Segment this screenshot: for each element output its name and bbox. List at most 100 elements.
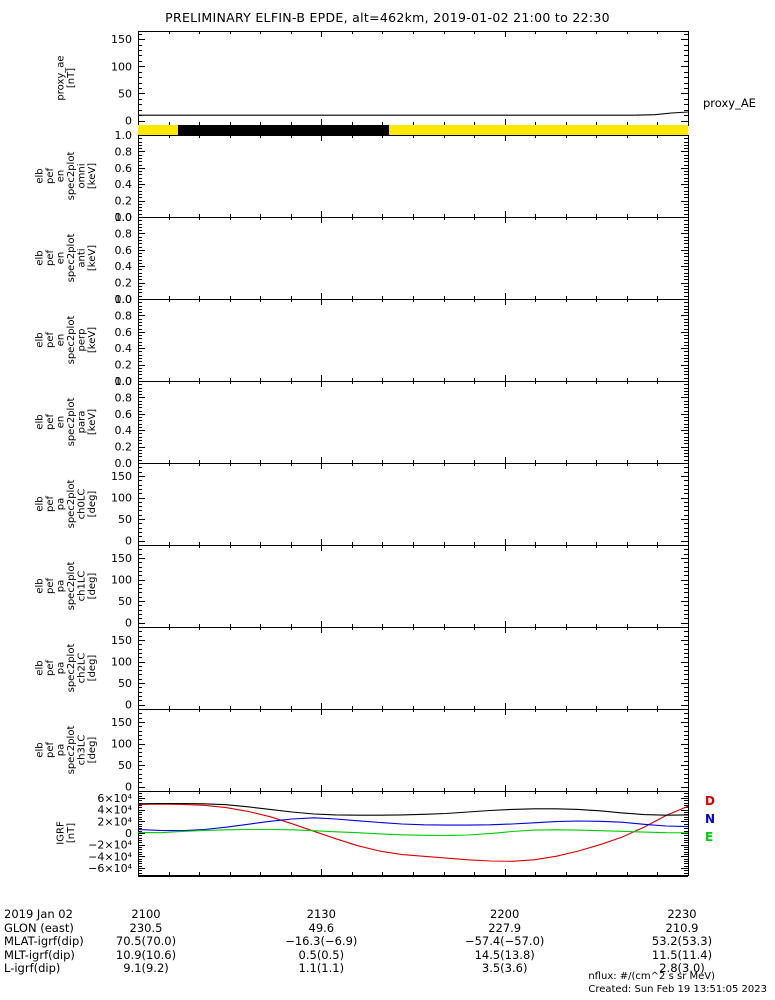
panel-pa-ch0lc: 0 50 100 150 elb pef pa spec2plot ch0LC [deg] bbox=[35, 463, 689, 548]
y-axis-label-line: [keV] bbox=[87, 163, 98, 189]
y-tick-label: 0 bbox=[125, 781, 132, 794]
ephemeris-value: 11.5(11.4) bbox=[651, 947, 713, 962]
ephemeris-value: 227.9 bbox=[488, 920, 522, 935]
ephemeris-value: 70.5(70.0) bbox=[115, 934, 177, 949]
ephemeris-row-label: GLON (east) bbox=[4, 920, 74, 935]
ephemeris-value: 9.1(9.2) bbox=[123, 961, 169, 976]
y-tick-label: 2×10⁴ bbox=[97, 815, 132, 828]
y-axis-label-line: omni bbox=[77, 164, 88, 189]
y-axis-label-line: pef bbox=[45, 496, 56, 513]
panel-pa-ch1lc: 0 50 100 150 elb pef pa spec2plot ch1LC [deg] bbox=[35, 545, 689, 630]
series-proxy_AE bbox=[138, 111, 689, 116]
y-axis-label-line: [deg] bbox=[87, 655, 98, 682]
y-axis-label-line: [keV] bbox=[87, 327, 98, 353]
y-axis-label-line: elb bbox=[35, 168, 46, 183]
y-tick-label: 150 bbox=[111, 552, 132, 565]
panel-frame bbox=[138, 709, 689, 792]
page-title: PRELIMINARY ELFIN-B EPDE, alt=462km, 201… bbox=[165, 10, 610, 25]
y-axis-label-line: pa bbox=[56, 498, 67, 510]
y-tick-label: 50 bbox=[118, 87, 132, 100]
y-axis-label-line: spec2plot bbox=[66, 726, 77, 775]
panel-en-perp: 0.0 0.2 0.4 0.6 0.8 1.0 elb pef en spec2plot perp[… bbox=[35, 293, 689, 388]
y-axis-label-line: pef bbox=[45, 250, 56, 267]
series-D bbox=[137, 803, 689, 862]
y-axis-label-line: pa bbox=[56, 662, 67, 674]
y-axis-label-line: pa bbox=[56, 580, 67, 592]
y-tick-label: 0.8 bbox=[115, 391, 133, 404]
y-tick-label: 0.0 bbox=[115, 375, 133, 388]
ephemeris-row-label: L-igrf(dip) bbox=[4, 961, 61, 976]
y-tick-label: 100 bbox=[111, 60, 132, 73]
footer-created: Created: Sun Feb 19 13:51:05 2023 bbox=[588, 983, 767, 995]
y-axis-label-line: elb bbox=[35, 578, 46, 593]
y-tick-label: 0 bbox=[125, 699, 132, 712]
y-tick-label: 150 bbox=[111, 634, 132, 647]
ephemeris-value: 10.9(10.6) bbox=[115, 947, 177, 962]
y-tick-label: 0.0 bbox=[115, 293, 133, 306]
y-tick-label: 0.6 bbox=[115, 408, 133, 421]
series-E bbox=[137, 828, 689, 837]
y-tick-label: 1.0 bbox=[115, 129, 133, 142]
y-tick-label: 0.6 bbox=[115, 326, 133, 339]
ephemeris-value: −57.4(−57.0) bbox=[464, 934, 545, 949]
y-axis-label-line: [deg] bbox=[87, 737, 98, 764]
panel-frame bbox=[138, 545, 689, 628]
y-tick-label: 150 bbox=[111, 470, 132, 483]
footer-notes: nflux: #/(cm^2 s sr MeV) Created: Sun Fe… bbox=[588, 971, 767, 996]
y-axis-label-line: elb bbox=[35, 250, 46, 265]
ephemeris-value: 2130 bbox=[306, 907, 336, 921]
y-axis-label-line: ch0LC bbox=[77, 489, 88, 520]
y-axis-label-line: ch1LC bbox=[77, 571, 88, 602]
igrf-legend-E: E bbox=[705, 830, 713, 844]
y-axis-label-line: [deg] bbox=[87, 491, 98, 518]
ephemeris-value: 53.2(53.3) bbox=[651, 934, 713, 949]
y-tick-label: −2×10⁴ bbox=[88, 839, 132, 852]
ephemeris-row: GLON (east) 230.5 49.6 227.9 210.9 bbox=[4, 920, 774, 936]
y-axis-label-line: IGRF bbox=[56, 821, 67, 845]
y-tick-label: 100 bbox=[111, 492, 132, 505]
y-axis-label-line: en bbox=[56, 252, 67, 265]
y-tick-label: 0.4 bbox=[115, 424, 133, 437]
y-tick-label: 1.0 bbox=[115, 211, 133, 224]
y-axis-label-line: proxy_ae bbox=[56, 55, 67, 100]
y-tick-label: 100 bbox=[111, 738, 132, 751]
y-tick-label: 50 bbox=[118, 677, 132, 690]
panel-pa-ch3lc: 0 50 100 150 elb pef pa spec2plot ch3LC [deg] bbox=[35, 709, 689, 794]
y-tick-label: 0 bbox=[125, 827, 132, 840]
y-axis-label-line: elb bbox=[35, 660, 46, 675]
y-axis-label-line: spec2plot bbox=[66, 152, 77, 201]
footer-units: nflux: #/(cm^2 s sr MeV) bbox=[588, 971, 716, 982]
y-axis-label-line: [keV] bbox=[87, 245, 98, 271]
panel-frame bbox=[138, 627, 689, 710]
panel-proxy-ae: 0 50 100 150 proxy_ae [nT] bbox=[56, 31, 689, 128]
y-axis-label-line: pef bbox=[45, 660, 56, 677]
ephemeris-row: 2019 Jan 02 2100 2130 2200 2230 bbox=[4, 907, 774, 922]
y-tick-label: 50 bbox=[118, 595, 132, 608]
y-tick-label: 50 bbox=[118, 513, 132, 526]
y-axis-label-line: pa bbox=[56, 744, 67, 756]
y-axis-label-line: en bbox=[56, 334, 67, 347]
ephemeris-value: 230.5 bbox=[129, 920, 163, 935]
panel-frame bbox=[138, 463, 689, 546]
y-axis-label-line: ch3LC bbox=[77, 735, 88, 766]
panel-frame bbox=[138, 299, 689, 382]
y-tick-label: 0 bbox=[125, 535, 132, 548]
ephemeris-value: 1.1(1.1) bbox=[298, 961, 345, 976]
y-tick-label: 6×10⁴ bbox=[97, 792, 132, 805]
ephemeris-value: 14.5(13.8) bbox=[474, 947, 535, 962]
y-axis-label-line: pef bbox=[45, 414, 56, 431]
y-tick-label: 0.4 bbox=[115, 178, 133, 191]
panel-frame bbox=[138, 31, 689, 126]
ephemeris-table: 2019 Jan 02 2100 2130 2200 2230 GLON (east) 23… bbox=[4, 907, 774, 976]
y-axis-label-line: anti bbox=[77, 248, 88, 267]
igrf-legend-N: N bbox=[705, 812, 715, 826]
status-bar-segment bbox=[177, 125, 390, 135]
panel-en-anti: 0.0 0.2 0.4 0.6 0.8 1.0 elb pef en spec2plot anti[… bbox=[35, 211, 689, 306]
ephemeris-row: MLAT-igrf(dip) 70.5(70.0) −16.3(−6.9) −57.4… bbox=[4, 935, 774, 949]
y-axis-label-line: [deg] bbox=[87, 573, 98, 600]
y-tick-label: 0.2 bbox=[115, 441, 133, 454]
y-tick-label: 0.8 bbox=[115, 145, 133, 158]
status-bar-background bbox=[138, 125, 688, 135]
y-axis-label-line: pef bbox=[45, 332, 56, 349]
